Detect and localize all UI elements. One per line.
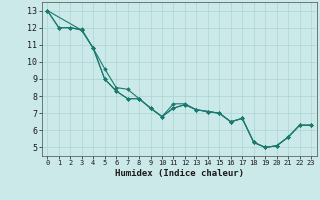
X-axis label: Humidex (Indice chaleur): Humidex (Indice chaleur) (115, 169, 244, 178)
